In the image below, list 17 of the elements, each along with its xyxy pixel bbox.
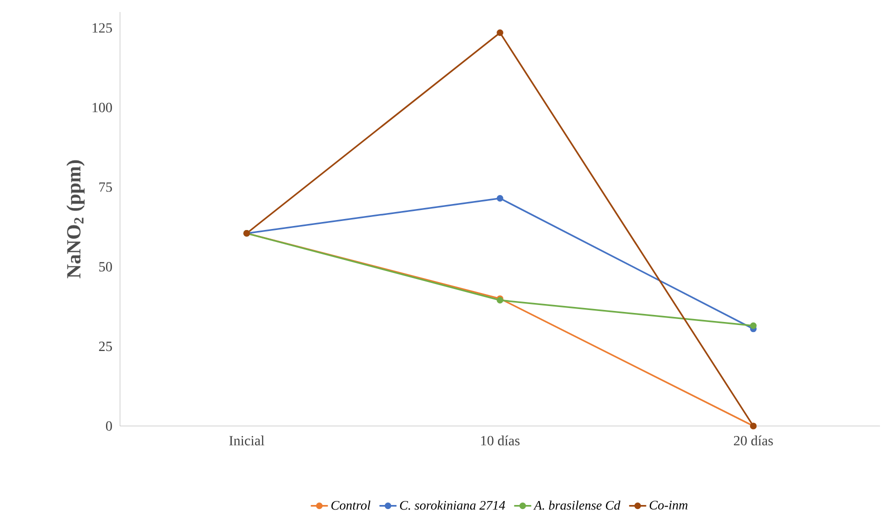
x-tick-label: 10 días bbox=[481, 436, 520, 446]
y-tick-label: 50 bbox=[99, 262, 112, 272]
x-tick-label: Inicial bbox=[229, 436, 264, 446]
legend-label: A. brasilense Cd bbox=[533, 500, 620, 510]
legend-label: C. sorokiniana 2714 bbox=[400, 500, 506, 510]
y-tick-label: 100 bbox=[92, 102, 112, 112]
point bbox=[750, 322, 757, 329]
point bbox=[496, 29, 504, 36]
y-axis-title: NaNO$_{2}$ (ppm) bbox=[66, 160, 85, 278]
legend-label: Control bbox=[331, 500, 370, 510]
x-tick-label: 20 días bbox=[734, 436, 773, 446]
y-tick-label: 0 bbox=[106, 421, 112, 431]
y-tick-label: 25 bbox=[99, 342, 112, 352]
point bbox=[496, 195, 504, 202]
y-tick-label: 75 bbox=[99, 182, 112, 192]
y-tick-label: 125 bbox=[92, 23, 112, 33]
legend-label: Co-inm bbox=[650, 500, 688, 510]
